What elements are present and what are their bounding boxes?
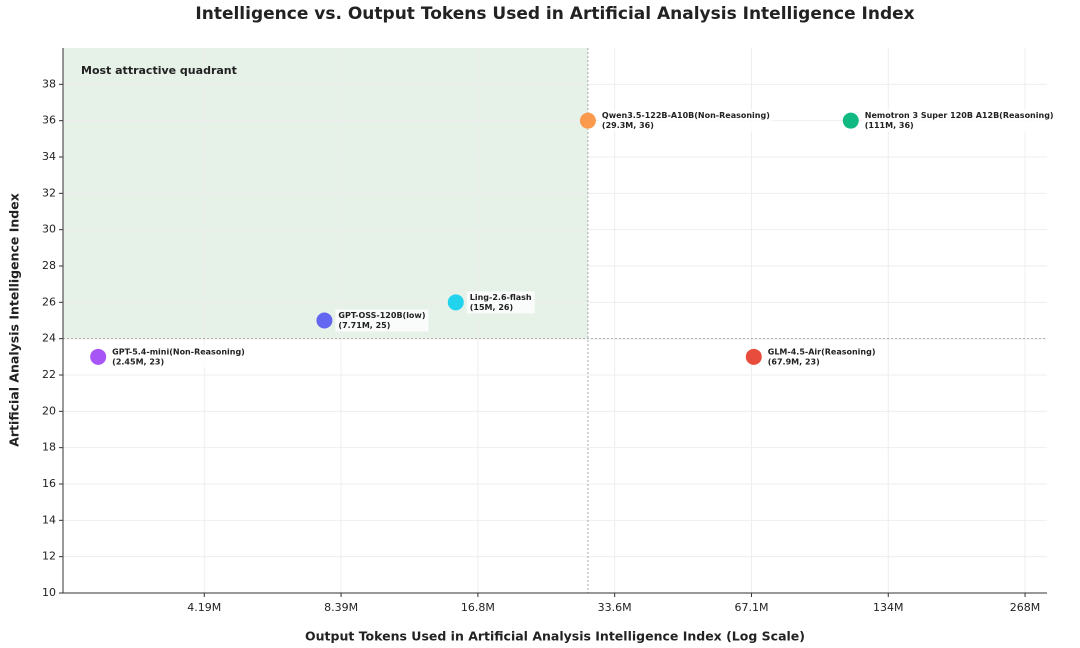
y-tick-label: 10 xyxy=(42,586,56,599)
y-tick-label: 14 xyxy=(42,513,56,526)
x-tick-label: 33.6M xyxy=(598,601,632,614)
point-value-label: (7.71M, 25) xyxy=(338,321,390,330)
point xyxy=(447,294,464,311)
point-value-label: (111M, 36) xyxy=(865,121,914,130)
quadrant-label: Most attractive quadrant xyxy=(81,64,237,77)
y-tick-label: 32 xyxy=(42,186,56,199)
point xyxy=(316,312,333,329)
point-value-label: (67.9M, 23) xyxy=(768,357,820,366)
label-box xyxy=(598,109,773,132)
point-value-label: (29.3M, 36) xyxy=(602,121,654,130)
label-box xyxy=(335,309,429,332)
y-tick-label: 26 xyxy=(42,295,56,308)
x-tick-label: 268M xyxy=(1010,601,1041,614)
y-tick-label: 20 xyxy=(42,404,56,417)
x-tick-label: 134M xyxy=(873,601,904,614)
y-axis-label: Artificial Analysis Intelligence Index xyxy=(7,193,22,447)
x-tick-label: 16.8M xyxy=(461,601,495,614)
x-tick-label: 8.39M xyxy=(324,601,358,614)
y-tick-label: 22 xyxy=(42,368,56,381)
point-name: GPT-OSS-120B(low) xyxy=(338,311,425,320)
x-tick-label: 67.1M xyxy=(734,601,768,614)
x-tick-label: 4.19M xyxy=(187,601,221,614)
point xyxy=(90,348,107,365)
label-box xyxy=(764,345,879,368)
point xyxy=(745,348,762,365)
chart-title: Intelligence vs. Output Tokens Used in A… xyxy=(195,4,914,24)
y-tick-label: 16 xyxy=(42,477,56,490)
y-tick-label: 24 xyxy=(42,332,56,345)
point xyxy=(842,112,859,129)
point-name: Nemotron 3 Super 120B A12B(Reasoning) xyxy=(865,111,1054,120)
label-box xyxy=(466,291,535,314)
point-value-label: (2.45M, 23) xyxy=(112,357,164,366)
label-box xyxy=(861,109,1057,132)
y-tick-label: 38 xyxy=(42,77,56,90)
point-name: GLM-4.5-Air(Reasoning) xyxy=(768,347,876,356)
point-value-label: (15M, 26) xyxy=(470,303,513,312)
point xyxy=(579,112,596,129)
y-tick-label: 36 xyxy=(42,114,56,127)
point-name: GPT-5.4-mini(Non-Reasoning) xyxy=(112,347,245,356)
y-tick-label: 28 xyxy=(42,259,56,272)
y-tick-label: 30 xyxy=(42,223,56,236)
point-name: Qwen3.5-122B-A10B(Non-Reasoning) xyxy=(602,111,770,120)
y-tick-label: 18 xyxy=(42,441,56,454)
y-tick-label: 34 xyxy=(42,150,56,163)
point-name: Ling-2.6-flash xyxy=(470,293,532,302)
label-box xyxy=(109,345,248,368)
x-axis-label: Output Tokens Used in Artificial Analysi… xyxy=(305,629,805,644)
y-tick-label: 12 xyxy=(42,550,56,563)
